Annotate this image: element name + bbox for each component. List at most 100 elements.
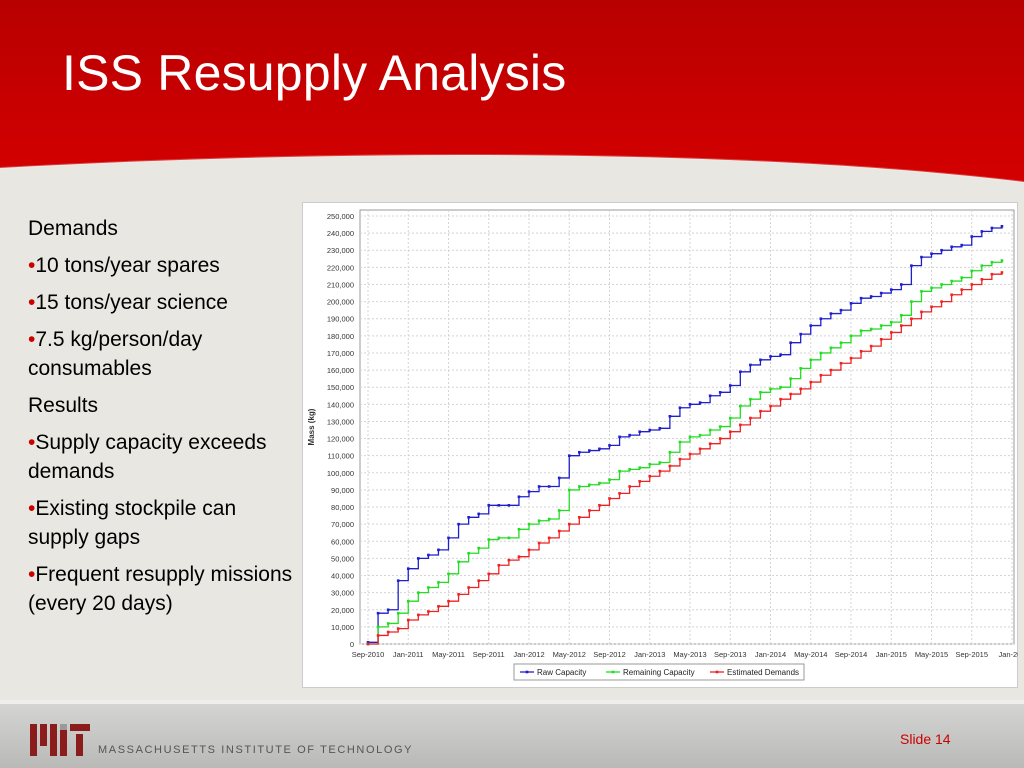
data-point <box>517 495 521 499</box>
bullet-item: •Supply capacity exceeds demands <box>28 428 298 486</box>
data-point <box>859 329 863 333</box>
bullet-text: Frequent resupply missions (every 20 day… <box>28 563 293 615</box>
data-point <box>900 324 903 327</box>
data-point <box>688 435 692 439</box>
data-point <box>658 461 662 464</box>
data-point <box>869 295 873 298</box>
data-point <box>547 485 551 488</box>
y-tick-label: 160,000 <box>327 366 354 375</box>
data-point <box>718 437 722 440</box>
data-point <box>920 310 923 314</box>
data-point <box>527 522 531 526</box>
x-tick-label: Sep-2013 <box>714 650 747 659</box>
x-tick-label: Sep-2012 <box>593 650 626 659</box>
data-point <box>759 409 762 413</box>
data-point <box>910 300 913 303</box>
data-point <box>990 226 994 230</box>
data-point <box>477 579 480 582</box>
legend-marker <box>715 670 719 674</box>
data-point <box>759 391 762 394</box>
data-point <box>588 449 591 452</box>
legend-label: Raw Capacity <box>537 668 586 677</box>
header-swoosh <box>0 0 1024 183</box>
data-point <box>739 423 742 427</box>
y-tick-label: 30,000 <box>331 589 354 598</box>
data-point <box>557 476 561 480</box>
data-point <box>769 355 772 358</box>
bullet-text: 7.5 kg/person/day consumables <box>28 328 203 380</box>
data-point <box>970 235 974 238</box>
data-point <box>628 468 631 471</box>
data-point <box>980 278 984 281</box>
data-point <box>769 404 772 408</box>
data-point <box>487 504 491 507</box>
data-point <box>668 464 672 468</box>
data-point <box>789 392 792 396</box>
data-point <box>960 243 963 247</box>
data-point <box>527 548 531 552</box>
data-point <box>588 483 591 487</box>
footer-divider <box>0 700 1024 704</box>
bullet-marker: • <box>28 563 36 586</box>
y-tick-label: 20,000 <box>331 606 354 615</box>
data-point <box>386 630 390 634</box>
data-point <box>598 447 601 451</box>
slide-header <box>0 0 1024 190</box>
data-point <box>437 581 440 584</box>
x-tick-label: Sep-2014 <box>835 650 868 659</box>
data-point <box>930 305 933 309</box>
data-point <box>970 269 974 273</box>
data-point <box>1000 259 1004 262</box>
data-point <box>618 435 621 439</box>
y-tick-label: 40,000 <box>331 572 354 581</box>
data-point <box>487 538 491 541</box>
data-point <box>507 504 511 507</box>
data-point <box>437 605 440 608</box>
data-point <box>386 622 390 625</box>
data-point <box>366 642 370 646</box>
data-point <box>779 353 782 356</box>
data-point <box>376 634 380 637</box>
data-point <box>517 527 521 531</box>
data-point <box>1000 271 1004 274</box>
data-point <box>920 255 923 259</box>
x-tick-label: Jan-2015 <box>876 650 907 659</box>
data-point <box>668 450 672 454</box>
data-point <box>417 613 420 617</box>
data-point <box>708 394 712 398</box>
y-tick-label: 140,000 <box>327 400 354 409</box>
x-tick-label: Jan-2013 <box>634 650 665 659</box>
data-point <box>457 593 460 596</box>
y-axis-label: Mass (kg) <box>307 408 316 445</box>
bullet-text: Existing stockpile can supply gaps <box>28 497 237 549</box>
data-point <box>396 611 400 615</box>
data-point <box>819 373 823 377</box>
data-point <box>537 541 541 545</box>
data-point <box>688 452 692 456</box>
y-tick-label: 210,000 <box>327 280 354 289</box>
data-point <box>950 245 953 249</box>
bullet-text: Supply capacity exceeds demands <box>28 431 267 483</box>
y-tick-label: 170,000 <box>327 349 354 358</box>
legend-label: Estimated Demands <box>727 668 799 677</box>
data-point <box>950 279 953 283</box>
x-tick-label: Sep-2011 <box>473 650 505 659</box>
data-point <box>728 384 732 387</box>
x-tick-label: Jan-2014 <box>755 650 786 659</box>
data-point <box>648 428 652 432</box>
data-point <box>437 548 440 552</box>
data-point <box>497 563 501 567</box>
data-point <box>879 324 883 327</box>
data-point <box>708 442 712 445</box>
legend-marker <box>611 670 615 674</box>
y-tick-label: 90,000 <box>331 486 354 495</box>
data-point <box>698 433 702 437</box>
bullet-marker: • <box>28 254 36 277</box>
data-point <box>889 331 893 334</box>
data-point <box>829 312 833 315</box>
data-point <box>537 485 541 488</box>
data-point <box>537 519 541 523</box>
y-tick-label: 220,000 <box>327 263 354 272</box>
data-point <box>417 557 420 560</box>
series-line-1 <box>368 226 1003 643</box>
